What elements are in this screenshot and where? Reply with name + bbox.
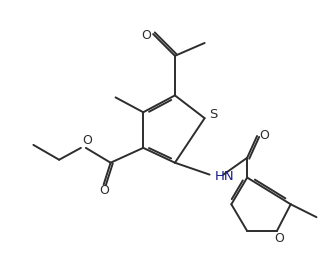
Text: O: O (82, 134, 92, 147)
Text: O: O (141, 28, 151, 41)
Text: O: O (274, 233, 284, 246)
Text: O: O (100, 184, 110, 197)
Text: O: O (259, 128, 269, 141)
Text: HN: HN (214, 170, 234, 183)
Text: S: S (209, 108, 218, 121)
